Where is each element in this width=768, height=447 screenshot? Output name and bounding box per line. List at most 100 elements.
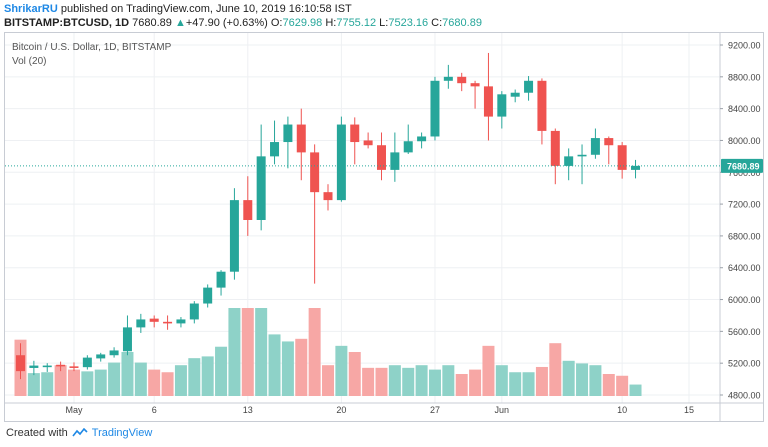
volume-bar xyxy=(161,372,174,396)
volume-bar xyxy=(268,334,281,396)
y-tick-label: 4800.00 xyxy=(728,391,761,401)
volume-bar xyxy=(228,308,241,396)
volume-bar xyxy=(455,374,468,396)
candle-body xyxy=(577,154,587,157)
candle-body xyxy=(483,86,493,117)
candle-body xyxy=(430,80,440,137)
volume-bar xyxy=(174,365,187,396)
candle-body xyxy=(82,357,92,368)
candle-body xyxy=(376,145,386,170)
published-text: published on TradingView.com, June 10, 2… xyxy=(60,3,352,15)
candle-body xyxy=(390,152,400,170)
volume-bar xyxy=(362,367,375,396)
triangle-up-icon: ▲ xyxy=(174,17,186,29)
candle-body xyxy=(550,130,560,166)
candle-body xyxy=(176,319,186,324)
volume-bar xyxy=(495,365,508,396)
candle-body xyxy=(617,145,627,170)
open-value: 7629.98 xyxy=(282,17,323,29)
volume-bar xyxy=(67,369,80,396)
volume-bar xyxy=(148,369,161,396)
candle-body xyxy=(203,287,213,304)
candle-body xyxy=(16,355,25,372)
x-tick-label: 20 xyxy=(336,405,346,415)
low-value: 7523.16 xyxy=(388,17,429,29)
created-with-text: Created with xyxy=(6,427,68,439)
candle-body xyxy=(336,124,346,201)
candle-body xyxy=(363,140,373,146)
tradingview-logo-icon[interactable] xyxy=(72,428,88,438)
x-tick-label: May xyxy=(65,405,83,415)
volume-bar xyxy=(241,308,254,396)
price-tag-text: 7680.89 xyxy=(727,161,760,171)
x-tick-label: 13 xyxy=(243,405,253,415)
close-label: C: xyxy=(431,17,443,29)
price-tag-badge xyxy=(721,158,763,173)
volume-bar xyxy=(589,365,602,396)
volume-bar xyxy=(308,308,321,396)
candle-body xyxy=(470,83,480,87)
last-price: 7680.89 xyxy=(132,17,172,29)
volume-bar xyxy=(388,365,401,396)
candle-body xyxy=(256,156,266,220)
volume-bar xyxy=(322,365,335,396)
candle-body xyxy=(109,350,119,356)
volume-bar xyxy=(134,362,147,396)
y-tick-label: 7200.00 xyxy=(728,200,761,210)
candle-body xyxy=(497,94,507,117)
candle-body xyxy=(229,200,239,272)
candle-body xyxy=(56,364,66,367)
footer: Created with TradingView xyxy=(6,427,152,439)
chart-title: Bitcoin / U.S. Dollar, 1D, BITSTAMP xyxy=(12,42,172,53)
x-tick-label: 10 xyxy=(617,405,627,415)
volume-bar xyxy=(281,341,294,396)
volume-bar xyxy=(215,346,228,396)
candle-body xyxy=(417,136,427,142)
volume-bar xyxy=(602,374,615,396)
candle-body xyxy=(510,92,520,97)
volume-bar xyxy=(295,338,308,396)
volume-bar xyxy=(402,367,415,396)
candle-body xyxy=(283,124,293,143)
candle-body xyxy=(350,124,360,143)
volume-bar xyxy=(469,369,482,396)
volume-bar xyxy=(576,363,589,396)
tradingview-brand-link[interactable]: TradingView xyxy=(91,427,153,439)
candle-body xyxy=(122,327,132,352)
y-tick-label: 5600.00 xyxy=(728,327,761,337)
volume-bar xyxy=(629,384,642,396)
volume-bar xyxy=(428,369,441,396)
chart-frame[interactable] xyxy=(4,32,764,422)
candle-body xyxy=(96,354,106,359)
high-value: 7755.12 xyxy=(336,17,377,29)
candle-body xyxy=(149,318,159,322)
close-value: 7680.89 xyxy=(442,17,482,29)
low-label: L: xyxy=(379,17,389,29)
volume-bar xyxy=(549,343,562,396)
publish-info: ShrikarRU published on TradingView.com, … xyxy=(4,3,352,15)
candle-body xyxy=(216,271,226,288)
candle-body xyxy=(631,165,641,170)
candle-body xyxy=(590,138,600,155)
candle-body xyxy=(537,80,547,131)
author-name[interactable]: ShrikarRU xyxy=(4,3,58,15)
x-tick-label: 6 xyxy=(152,405,157,415)
y-tick-label: 8800.00 xyxy=(728,72,761,82)
candle-body xyxy=(524,80,534,93)
candle-body xyxy=(323,192,333,201)
volume-bar xyxy=(255,308,268,396)
candle-body xyxy=(457,76,467,84)
ohlc-bar: BITSTAMP:BTCUSD, 1D 7680.89 ▲+47.90 (+0.… xyxy=(4,17,482,29)
candle-body xyxy=(604,138,614,146)
x-tick-label: 27 xyxy=(430,405,440,415)
volume-bar xyxy=(121,352,134,396)
volume-bar xyxy=(41,372,54,396)
candle-body xyxy=(296,124,306,153)
candle-body xyxy=(136,319,146,328)
volume-bar xyxy=(535,366,548,396)
volume-bar xyxy=(201,356,214,396)
candle-body xyxy=(69,366,79,368)
volume-bar xyxy=(522,372,535,396)
volume-indicator-label: Vol (20) xyxy=(12,56,47,67)
